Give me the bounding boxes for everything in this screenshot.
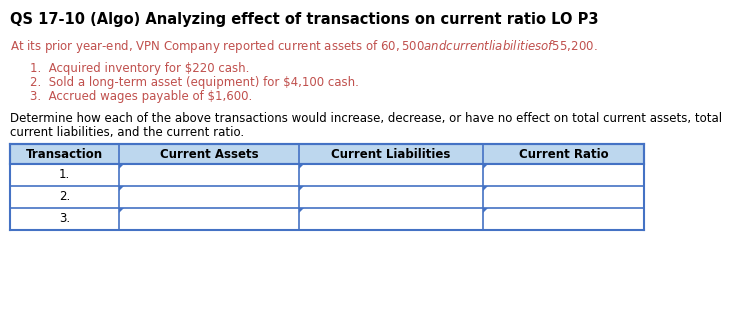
Bar xyxy=(10,164,644,186)
Text: Current Assets: Current Assets xyxy=(159,148,259,160)
Polygon shape xyxy=(119,186,124,191)
Text: 3.: 3. xyxy=(59,212,70,226)
Polygon shape xyxy=(299,208,304,213)
Text: current liabilities, and the current ratio.: current liabilities, and the current rat… xyxy=(10,126,244,139)
Text: 1.  Acquired inventory for $220 cash.: 1. Acquired inventory for $220 cash. xyxy=(30,62,250,75)
Text: QS 17-10 (Algo) Analyzing effect of transactions on current ratio LO P3: QS 17-10 (Algo) Analyzing effect of tran… xyxy=(10,12,599,27)
Text: 2.  Sold a long-term asset (equipment) for $4,100 cash.: 2. Sold a long-term asset (equipment) fo… xyxy=(30,76,359,89)
Polygon shape xyxy=(483,164,488,169)
Text: Current Liabilities: Current Liabilities xyxy=(332,148,450,160)
Polygon shape xyxy=(483,186,488,191)
Bar xyxy=(10,186,644,208)
Bar xyxy=(10,144,644,164)
Bar xyxy=(10,208,644,230)
Text: Transaction: Transaction xyxy=(26,148,103,160)
Polygon shape xyxy=(299,186,304,191)
Text: 1.: 1. xyxy=(59,168,70,182)
Text: Determine how each of the above transactions would increase, decrease, or have n: Determine how each of the above transact… xyxy=(10,112,722,125)
Polygon shape xyxy=(119,208,124,213)
Text: 3.  Accrued wages payable of $1,600.: 3. Accrued wages payable of $1,600. xyxy=(30,90,252,103)
Polygon shape xyxy=(483,208,488,213)
Polygon shape xyxy=(119,164,124,169)
Text: At its prior year-end, VPN Company reported current assets of $60,500 and curren: At its prior year-end, VPN Company repor… xyxy=(10,38,598,55)
Text: 2.: 2. xyxy=(59,191,70,203)
Text: Current Ratio: Current Ratio xyxy=(519,148,608,160)
Polygon shape xyxy=(299,164,304,169)
